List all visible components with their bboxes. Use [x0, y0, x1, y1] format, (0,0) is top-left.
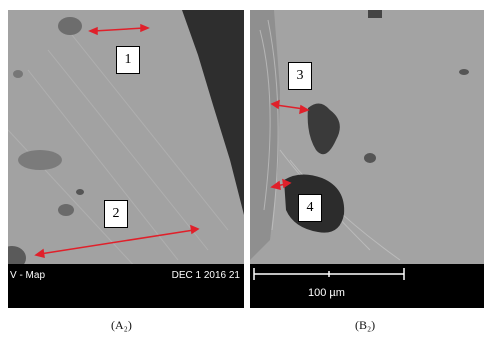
region-label-3: 3: [288, 62, 312, 90]
scale-bar-label: 100 µm: [308, 287, 345, 299]
region-label-4: 4: [298, 194, 322, 222]
micrograph-a: 1 2 V - Map DEC 1 2016 21: [8, 10, 244, 308]
region-label-1: 1: [116, 46, 140, 74]
micrograph-b-image: [250, 10, 484, 308]
region-label-2: 2: [104, 200, 128, 228]
info-text-date: DEC 1 2016 21: [171, 270, 240, 281]
caption-a: (A₂): [111, 318, 132, 332]
scale-bar: [253, 268, 405, 280]
micrograph-b: 3 4 100 µm: [250, 10, 484, 308]
info-text-mode: V - Map: [10, 270, 46, 281]
caption-b: (B₂): [355, 318, 376, 332]
info-bar-b: 100 µm: [250, 264, 484, 308]
info-bar-a: V - Map DEC 1 2016 21: [8, 264, 244, 308]
dark-inclusion-3: [307, 103, 340, 155]
dark-region: [182, 10, 244, 215]
